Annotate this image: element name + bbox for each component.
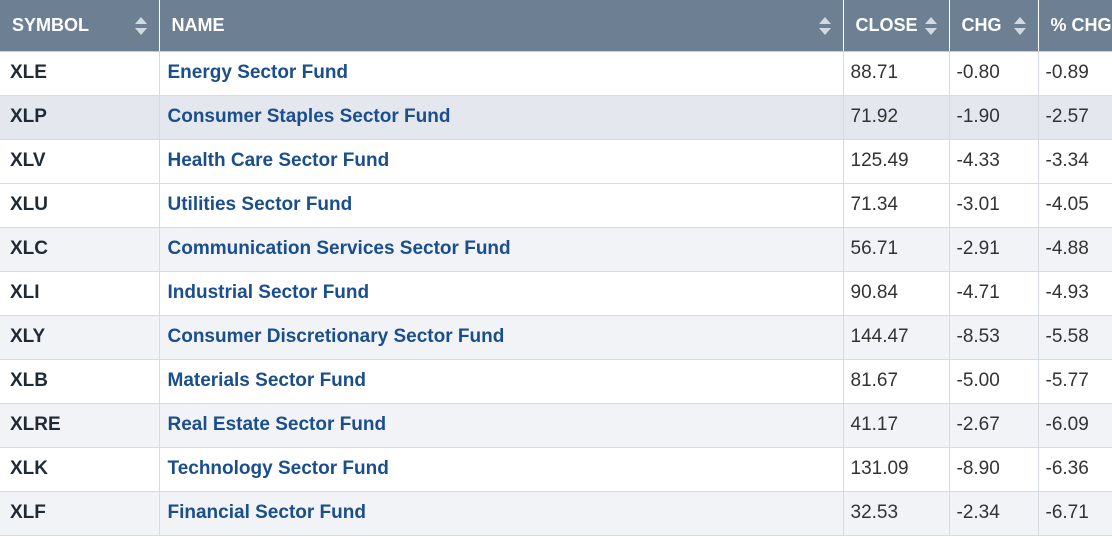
pct-chg-cell: -5.77 — [1038, 359, 1112, 404]
fund-name-link[interactable]: Health Care Sector Fund — [167, 150, 390, 171]
table-header-row: SYMBOL NAME CLOSE CHG % CHG — [0, 0, 1112, 52]
pct-chg-cell: -4.93 — [1038, 271, 1112, 316]
symbol-cell: XLF — [0, 491, 160, 536]
name-cell: Consumer Discretionary Sector Fund — [159, 315, 844, 360]
table-row[interactable]: XLF Financial Sector Fund 32.53 -2.34 -6… — [0, 491, 1112, 536]
pct-chg-cell: -4.05 — [1038, 183, 1112, 228]
table-row[interactable]: XLU Utilities Sector Fund 71.34 -3.01 -4… — [0, 183, 1112, 228]
symbol-cell: XLRE — [0, 403, 160, 448]
symbol-cell: XLB — [0, 359, 160, 404]
fund-name-link[interactable]: Technology Sector Fund — [167, 458, 389, 479]
close-cell: 41.17 — [843, 403, 950, 448]
column-header-name[interactable]: NAME — [159, 0, 844, 52]
symbol-cell: XLI — [0, 271, 160, 316]
sort-icon[interactable] — [1013, 17, 1026, 35]
close-cell: 71.34 — [843, 183, 950, 228]
column-header-pct-chg[interactable]: % CHG — [1038, 0, 1112, 52]
chg-cell: -8.53 — [949, 315, 1039, 360]
close-cell: 71.92 — [843, 95, 950, 140]
table-row[interactable]: XLC Communication Services Sector Fund 5… — [0, 227, 1112, 272]
sector-fund-table: SYMBOL NAME CLOSE CHG % CHG XLE Energy S… — [0, 0, 1112, 536]
pct-chg-cell: -0.89 — [1038, 51, 1112, 96]
table-row[interactable]: XLI Industrial Sector Fund 90.84 -4.71 -… — [0, 271, 1112, 316]
chg-cell: -3.01 — [949, 183, 1039, 228]
chg-cell: -2.67 — [949, 403, 1039, 448]
fund-name-link[interactable]: Real Estate Sector Fund — [167, 414, 387, 435]
chg-cell: -4.33 — [949, 139, 1039, 184]
close-cell: 81.67 — [843, 359, 950, 404]
column-header-close[interactable]: CLOSE — [843, 0, 950, 52]
pct-chg-cell: -4.88 — [1038, 227, 1112, 272]
chg-cell: -4.71 — [949, 271, 1039, 316]
close-cell: 32.53 — [843, 491, 950, 536]
pct-chg-cell: -6.71 — [1038, 491, 1112, 536]
name-cell: Health Care Sector Fund — [159, 139, 844, 184]
column-header-label: NAME — [171, 14, 225, 35]
fund-name-link[interactable]: Communication Services Sector Fund — [167, 238, 511, 259]
pct-chg-cell: -6.36 — [1038, 447, 1112, 492]
symbol-cell: XLC — [0, 227, 160, 272]
symbol-cell: XLE — [0, 51, 160, 96]
close-cell: 131.09 — [843, 447, 950, 492]
symbol-cell: XLU — [0, 183, 160, 228]
close-cell: 90.84 — [843, 271, 950, 316]
table-row[interactable]: XLV Health Care Sector Fund 125.49 -4.33… — [0, 139, 1112, 184]
pct-chg-cell: -3.34 — [1038, 139, 1112, 184]
name-cell: Materials Sector Fund — [159, 359, 844, 404]
name-cell: Energy Sector Fund — [159, 51, 844, 96]
chg-cell: -1.90 — [949, 95, 1039, 140]
fund-name-link[interactable]: Industrial Sector Fund — [167, 282, 370, 303]
fund-name-link[interactable]: Consumer Staples Sector Fund — [167, 106, 451, 127]
column-header-label: SYMBOL — [12, 14, 90, 35]
chg-cell: -2.91 — [949, 227, 1039, 272]
close-cell: 125.49 — [843, 139, 950, 184]
name-cell: Technology Sector Fund — [159, 447, 844, 492]
table-row[interactable]: XLK Technology Sector Fund 131.09 -8.90 … — [0, 447, 1112, 492]
fund-name-link[interactable]: Energy Sector Fund — [167, 62, 349, 83]
symbol-cell: XLK — [0, 447, 160, 492]
pct-chg-cell: -6.09 — [1038, 403, 1112, 448]
close-cell: 88.71 — [843, 51, 950, 96]
name-cell: Industrial Sector Fund — [159, 271, 844, 316]
close-cell: 144.47 — [843, 315, 950, 360]
chg-cell: -2.34 — [949, 491, 1039, 536]
fund-name-link[interactable]: Utilities Sector Fund — [167, 194, 353, 215]
chg-cell: -5.00 — [949, 359, 1039, 404]
table-row[interactable]: XLP Consumer Staples Sector Fund 71.92 -… — [0, 95, 1112, 140]
column-header-label: CHG — [961, 14, 1002, 35]
name-cell: Financial Sector Fund — [159, 491, 844, 536]
sort-icon[interactable] — [134, 17, 147, 35]
table-row[interactable]: XLB Materials Sector Fund 81.67 -5.00 -5… — [0, 359, 1112, 404]
table-row[interactable]: XLRE Real Estate Sector Fund 41.17 -2.67… — [0, 403, 1112, 448]
symbol-cell: XLY — [0, 315, 160, 360]
fund-name-link[interactable]: Materials Sector Fund — [167, 370, 367, 391]
table-row[interactable]: XLE Energy Sector Fund 88.71 -0.80 -0.89 — [0, 51, 1112, 96]
symbol-cell: XLV — [0, 139, 160, 184]
table-row[interactable]: XLY Consumer Discretionary Sector Fund 1… — [0, 315, 1112, 360]
fund-name-link[interactable]: Financial Sector Fund — [167, 502, 366, 523]
column-header-label: % CHG — [1050, 14, 1112, 35]
pct-chg-cell: -2.57 — [1038, 95, 1112, 140]
column-header-symbol[interactable]: SYMBOL — [0, 0, 160, 52]
sort-icon[interactable] — [924, 17, 937, 35]
name-cell: Consumer Staples Sector Fund — [159, 95, 844, 140]
sort-icon[interactable] — [818, 17, 831, 35]
chg-cell: -0.80 — [949, 51, 1039, 96]
name-cell: Real Estate Sector Fund — [159, 403, 844, 448]
symbol-cell: XLP — [0, 95, 160, 140]
chg-cell: -8.90 — [949, 447, 1039, 492]
name-cell: Communication Services Sector Fund — [159, 227, 844, 272]
column-header-chg[interactable]: CHG — [949, 0, 1039, 52]
pct-chg-cell: -5.58 — [1038, 315, 1112, 360]
name-cell: Utilities Sector Fund — [159, 183, 844, 228]
close-cell: 56.71 — [843, 227, 950, 272]
column-header-label: CLOSE — [855, 14, 918, 35]
fund-name-link[interactable]: Consumer Discretionary Sector Fund — [167, 326, 505, 347]
